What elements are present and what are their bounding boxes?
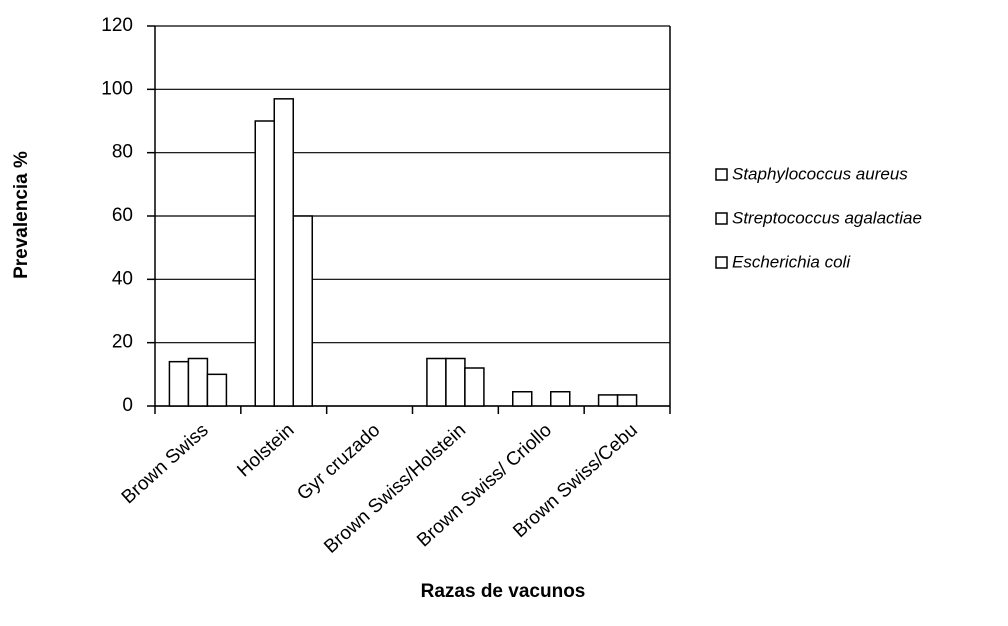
y-tick-label: 120 (101, 15, 133, 36)
x-tick-label: Brown Swiss (118, 420, 213, 508)
bar (550, 391, 571, 407)
bar (168, 360, 190, 407)
bar (464, 367, 485, 407)
legend-swatch (715, 212, 728, 225)
x-tick-label: Gyr cruzado (293, 420, 384, 505)
y-tick-label: 0 (122, 395, 133, 416)
legend-label: Streptococcus agalactiae (732, 208, 922, 227)
y-axis-title: Prevalencia % (11, 151, 32, 279)
bar (206, 373, 228, 407)
bar (292, 215, 313, 407)
bar (254, 120, 275, 407)
legend-label: Staphylococcus aureus (732, 164, 908, 183)
y-tick-label: 100 (101, 78, 133, 99)
bar (616, 394, 638, 407)
bar (597, 394, 619, 407)
x-axis-title: Razas de vacunos (421, 581, 586, 602)
bar (445, 357, 466, 407)
legend-swatch (715, 256, 728, 269)
y-tick-label: 60 (112, 205, 133, 226)
y-tick-label: 20 (112, 332, 133, 353)
legend-label: Escherichia coli (732, 252, 851, 271)
y-tick-label: 40 (112, 268, 133, 289)
x-tick-label: Brown Swiss/Holstein (320, 420, 470, 558)
bar (512, 391, 533, 407)
bar (187, 357, 209, 407)
legend-swatch (715, 168, 728, 181)
bar (273, 98, 294, 407)
x-tick-label: Holstein (233, 420, 298, 482)
bar (426, 357, 447, 407)
y-tick-label: 80 (112, 142, 133, 163)
